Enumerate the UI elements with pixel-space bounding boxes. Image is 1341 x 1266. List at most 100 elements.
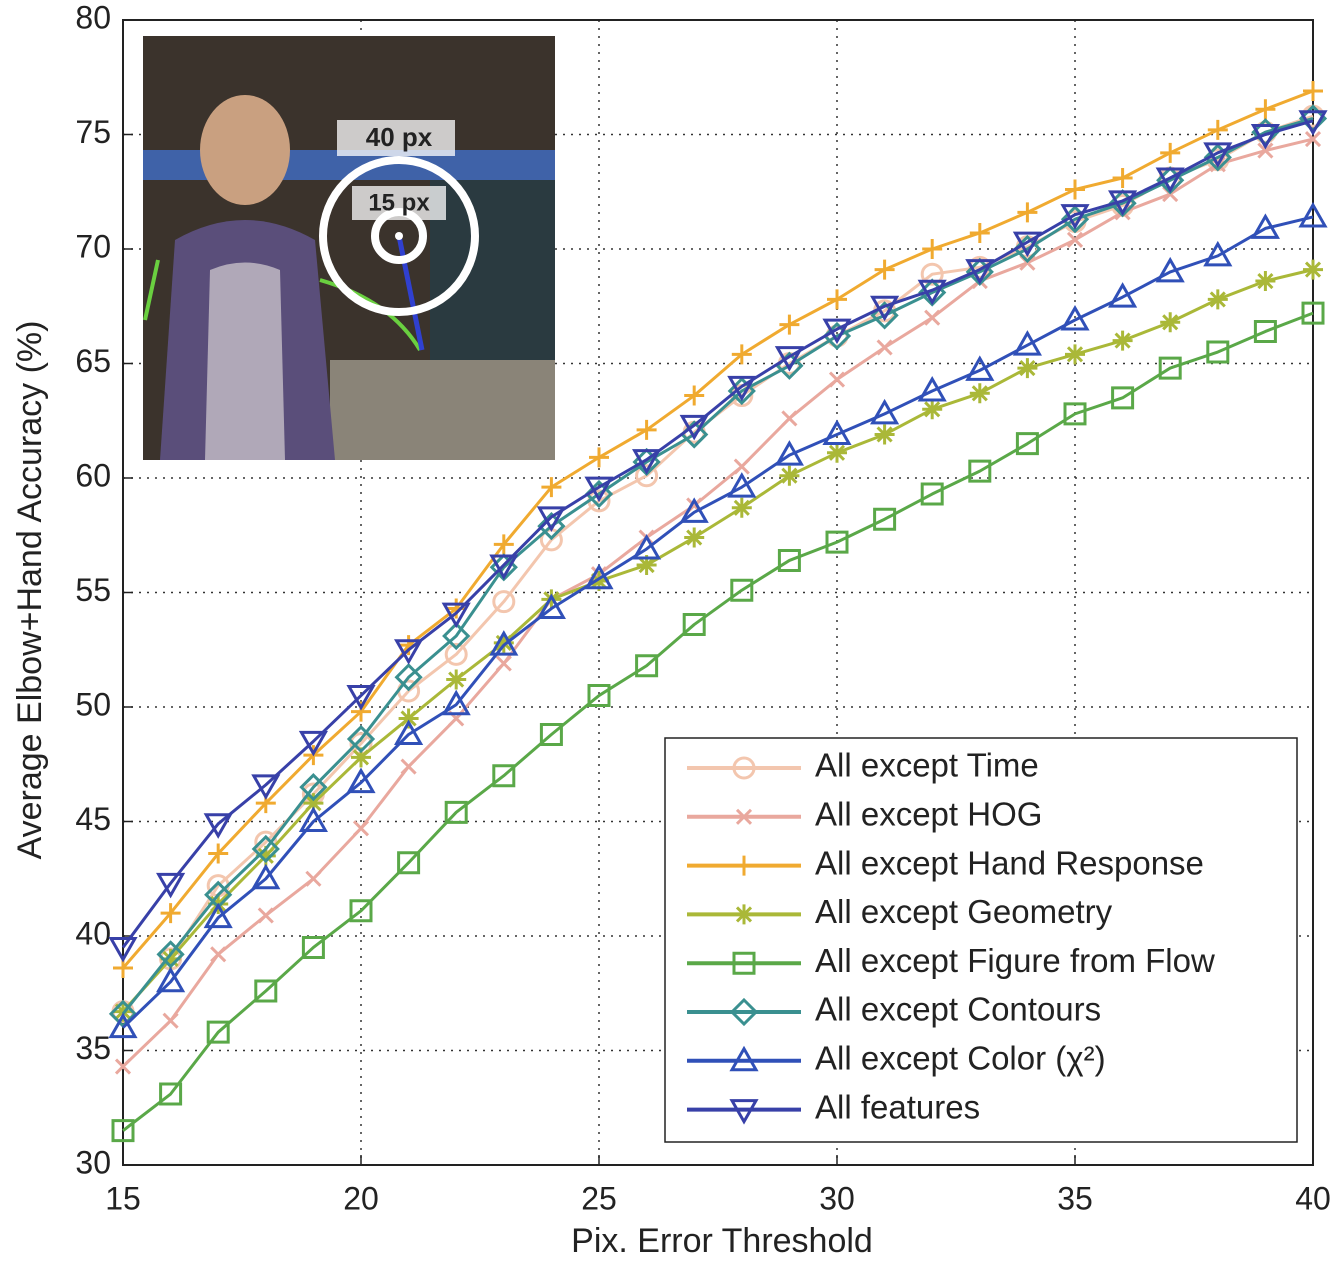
inset-stove — [330, 360, 555, 460]
marker — [1301, 301, 1325, 325]
legend-label: All except Time — [815, 747, 1039, 784]
y-tick-label: 30 — [75, 1144, 111, 1180]
marker — [1158, 356, 1182, 380]
series-line — [122, 311, 1314, 1132]
marker — [162, 1012, 179, 1029]
marker — [539, 722, 563, 746]
marker — [733, 458, 750, 475]
x-tick-label: 15 — [105, 1180, 141, 1216]
y-tick-label: 35 — [75, 1030, 111, 1066]
marker — [774, 346, 804, 372]
marker — [636, 419, 657, 440]
marker — [489, 554, 519, 581]
inset-circle-outer — [319, 156, 479, 316]
series-line — [121, 137, 1314, 1068]
marker — [1250, 213, 1280, 239]
marker — [873, 507, 897, 531]
marker — [298, 730, 328, 757]
inset-blue-arm — [396, 235, 425, 351]
marker — [822, 321, 852, 351]
marker — [917, 375, 947, 402]
y-tick-label: 65 — [75, 343, 111, 379]
marker — [635, 464, 659, 488]
marker — [1012, 330, 1042, 356]
marker — [251, 834, 280, 864]
marker — [298, 806, 328, 832]
x-tick-label: 30 — [819, 1180, 855, 1216]
legend-label: All except Figure from Flow — [815, 942, 1215, 979]
marker — [822, 318, 852, 345]
marker — [1255, 99, 1276, 120]
marker — [781, 410, 798, 427]
marker — [774, 440, 804, 466]
marker — [255, 845, 276, 866]
legend-marker — [732, 951, 756, 975]
marker — [965, 259, 995, 285]
legend-label: All except Contours — [815, 991, 1101, 1028]
marker — [779, 465, 800, 486]
marker — [492, 590, 516, 614]
marker — [822, 419, 852, 445]
marker — [397, 851, 421, 875]
marker — [965, 355, 995, 381]
marker — [301, 935, 325, 959]
marker — [827, 442, 847, 463]
marker — [1065, 344, 1085, 365]
marker — [589, 571, 609, 592]
marker — [394, 663, 423, 692]
marker — [1303, 259, 1323, 280]
marker — [584, 563, 614, 590]
inset-person-head — [200, 95, 290, 205]
x-axis-label: Pix. Error Threshold — [571, 1222, 873, 1260]
marker — [495, 655, 512, 672]
marker — [1060, 304, 1090, 331]
marker — [587, 684, 611, 708]
marker — [444, 642, 468, 666]
marker — [492, 764, 516, 788]
marker — [584, 479, 614, 509]
marker — [444, 800, 468, 824]
marker — [684, 527, 705, 548]
marker — [1108, 190, 1138, 216]
marker — [924, 309, 941, 326]
marker — [874, 424, 895, 445]
marker — [156, 940, 185, 969]
marker — [1017, 358, 1038, 379]
marker — [156, 872, 186, 899]
marker — [1013, 234, 1042, 264]
marker — [876, 339, 893, 356]
marker — [394, 719, 424, 745]
marker — [635, 654, 659, 678]
marker — [1060, 204, 1090, 230]
marker — [493, 534, 514, 555]
marker — [1207, 289, 1228, 310]
marker — [1017, 202, 1038, 223]
marker — [1298, 110, 1328, 136]
marker — [827, 289, 847, 310]
marker — [1155, 167, 1185, 194]
marker — [1250, 124, 1280, 150]
legend-label: All except HOG — [815, 796, 1042, 833]
marker — [825, 530, 849, 554]
y-tick-label: 40 — [75, 915, 111, 951]
marker — [1298, 201, 1328, 228]
marker — [352, 820, 370, 837]
marker — [969, 383, 990, 404]
marker — [303, 793, 324, 814]
marker — [299, 773, 328, 802]
marker — [1111, 386, 1135, 410]
marker — [446, 669, 467, 690]
marker — [489, 630, 519, 656]
marker — [156, 966, 186, 993]
marker — [731, 497, 752, 518]
marker — [1012, 231, 1042, 258]
y-axis-label: Average Elbow+Hand Accuracy (%) — [11, 321, 49, 860]
marker — [203, 902, 233, 929]
marker — [160, 903, 181, 924]
marker — [349, 899, 373, 923]
marker — [254, 979, 278, 1003]
marker — [870, 398, 900, 425]
marker — [1112, 168, 1133, 189]
marker — [493, 632, 514, 653]
y-tick-label: 60 — [75, 457, 111, 493]
